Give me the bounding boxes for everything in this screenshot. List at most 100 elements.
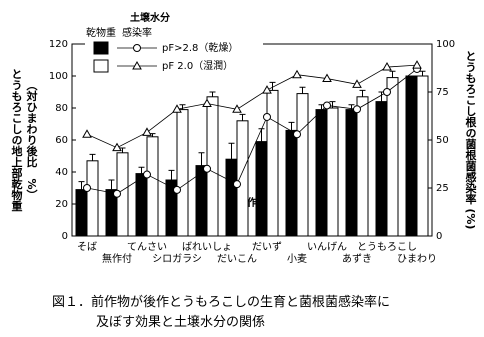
bar <box>375 101 388 237</box>
legend-title: 土壌水分 <box>130 11 170 24</box>
error-bar <box>269 81 276 91</box>
y2-axis-label: とうもろこし根の菌根菌感染率 (%) <box>464 50 477 229</box>
bar <box>296 93 309 237</box>
legend-swatch <box>93 59 109 73</box>
point <box>263 112 271 121</box>
legend-swatch <box>93 41 109 55</box>
x-tick-label: 無作付 <box>102 252 132 265</box>
y2-tick-label: 0 <box>436 231 442 242</box>
error-bar <box>419 70 426 76</box>
point <box>322 73 332 83</box>
point <box>143 170 151 179</box>
error-bar <box>198 152 205 166</box>
caption: 及ぼす効果と土壌水分の関係 <box>96 314 265 329</box>
error-bar <box>119 147 126 153</box>
point <box>82 129 92 138</box>
point <box>203 164 211 173</box>
point <box>112 142 122 152</box>
x-tick-label: だいず <box>252 241 282 253</box>
bar <box>315 109 328 237</box>
x-tick-label: てんさい <box>127 241 167 253</box>
point <box>202 98 212 108</box>
point <box>353 105 361 114</box>
bar <box>225 158 238 237</box>
bar <box>416 75 429 237</box>
y-tick-label: 120 <box>49 39 68 50</box>
error-bar <box>299 86 306 94</box>
bar <box>195 165 208 237</box>
point <box>293 130 301 139</box>
legend-header: 感染率 <box>122 26 152 39</box>
point <box>83 184 91 192</box>
point <box>292 69 302 79</box>
point <box>383 88 391 96</box>
caption: 図１．前作物が後作とうもろこしの生育と菌根菌感染率に <box>52 294 390 309</box>
bar <box>345 109 358 237</box>
y2-tick-label: 100 <box>436 39 455 50</box>
bar <box>405 75 418 237</box>
point <box>113 189 121 198</box>
error-bar <box>288 121 295 131</box>
error-bar <box>228 142 235 160</box>
line <box>86 68 418 195</box>
legend-box <box>85 6 263 78</box>
bar <box>236 120 249 237</box>
y-tick-label: 100 <box>49 71 68 82</box>
x-tick-label: ひまわり <box>397 253 437 265</box>
point <box>172 104 182 113</box>
bar <box>86 160 99 237</box>
x-tick-label: だいこん <box>217 253 257 265</box>
y-axis-label: （対ひまわり後比 %） <box>25 79 39 200</box>
x-tick-label: とうもろこし <box>357 241 417 253</box>
x-tick-label: ばれいしょ <box>182 241 232 253</box>
bar <box>356 96 369 237</box>
y2-tick-label: 75 <box>436 87 449 98</box>
error-bar <box>239 113 246 121</box>
y-tick-label: 60 <box>55 135 68 146</box>
x-tick-label: 小麦 <box>287 253 307 265</box>
bar <box>146 136 159 237</box>
bar <box>285 129 298 237</box>
error-bar <box>108 179 115 190</box>
error-bar <box>209 91 216 97</box>
bar <box>135 173 148 237</box>
point <box>173 185 181 194</box>
y2-tick-label: 50 <box>436 135 449 146</box>
error-bar <box>89 153 96 161</box>
x-tick-label: シロガラシ <box>152 253 202 265</box>
bar <box>75 189 88 237</box>
error-bar <box>138 166 145 174</box>
x-tick-label: そば <box>77 241 97 253</box>
y-axis-label: とうもろこしの地上部乾物重 <box>10 68 23 211</box>
legend-header: 乾物重 <box>86 26 116 39</box>
error-bar <box>168 169 175 180</box>
error-bar <box>78 181 85 190</box>
line <box>86 64 418 149</box>
point <box>323 101 331 110</box>
point <box>232 104 242 113</box>
point <box>382 62 392 71</box>
y-tick-label: 20 <box>55 199 68 210</box>
legend-marker <box>132 60 142 70</box>
error-bar <box>359 89 366 97</box>
bar <box>386 77 399 237</box>
legend-label: pF>2.8（乾燥） <box>162 41 238 54</box>
y2-tick-label: 25 <box>436 183 449 194</box>
error-bar <box>258 128 265 142</box>
bar <box>176 109 189 237</box>
point <box>262 85 272 94</box>
y-tick-label: 80 <box>55 103 68 114</box>
y-tick-label: 40 <box>55 167 68 178</box>
bar <box>266 89 279 237</box>
x-tick-label: いんげん <box>307 241 347 253</box>
error-bar <box>389 70 396 78</box>
legend-marker <box>133 44 141 52</box>
point <box>352 79 362 88</box>
bar <box>326 107 339 237</box>
bar <box>255 141 268 237</box>
point <box>233 180 241 189</box>
x-tick-label: あずき <box>342 253 372 265</box>
error-bar <box>329 101 336 108</box>
